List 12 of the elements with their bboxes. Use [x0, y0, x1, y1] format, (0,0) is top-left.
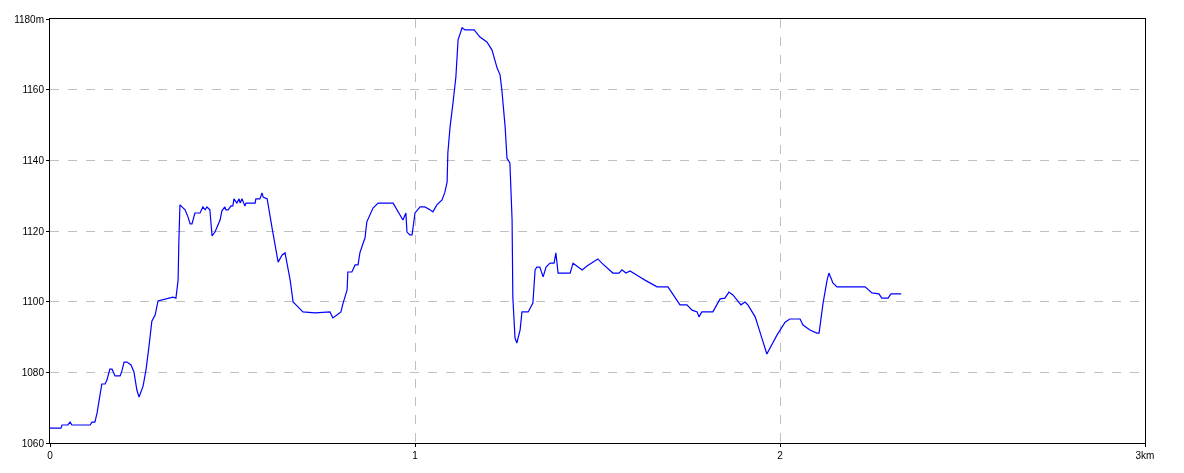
y-tick-label: 1160 [22, 84, 45, 96]
y-tick-label: 1080 [21, 366, 45, 378]
line-series [50, 27, 902, 429]
x-tick-label: 1 [412, 450, 419, 461]
y-tick-label: 1060 [21, 437, 45, 449]
y-tick-label: 1120 [22, 225, 45, 237]
x-tick-label: 3km [1135, 450, 1155, 461]
y-tick-label: 1140 [22, 154, 45, 166]
y-tick-label: 1100 [22, 296, 45, 308]
x-tick-label: 0 [47, 450, 54, 461]
y-tick-label: 1180m [14, 13, 44, 25]
x-tick-label: 2 [777, 450, 784, 461]
